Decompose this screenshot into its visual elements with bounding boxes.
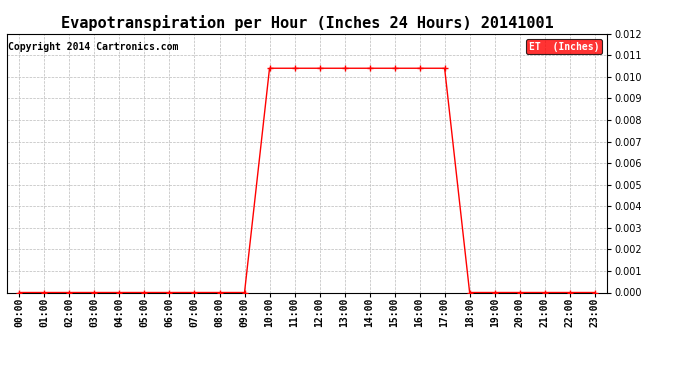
Legend: ET  (Inches): ET (Inches) xyxy=(526,39,602,54)
Text: Copyright 2014 Cartronics.com: Copyright 2014 Cartronics.com xyxy=(8,42,179,51)
Title: Evapotranspiration per Hour (Inches 24 Hours) 20141001: Evapotranspiration per Hour (Inches 24 H… xyxy=(61,15,553,31)
